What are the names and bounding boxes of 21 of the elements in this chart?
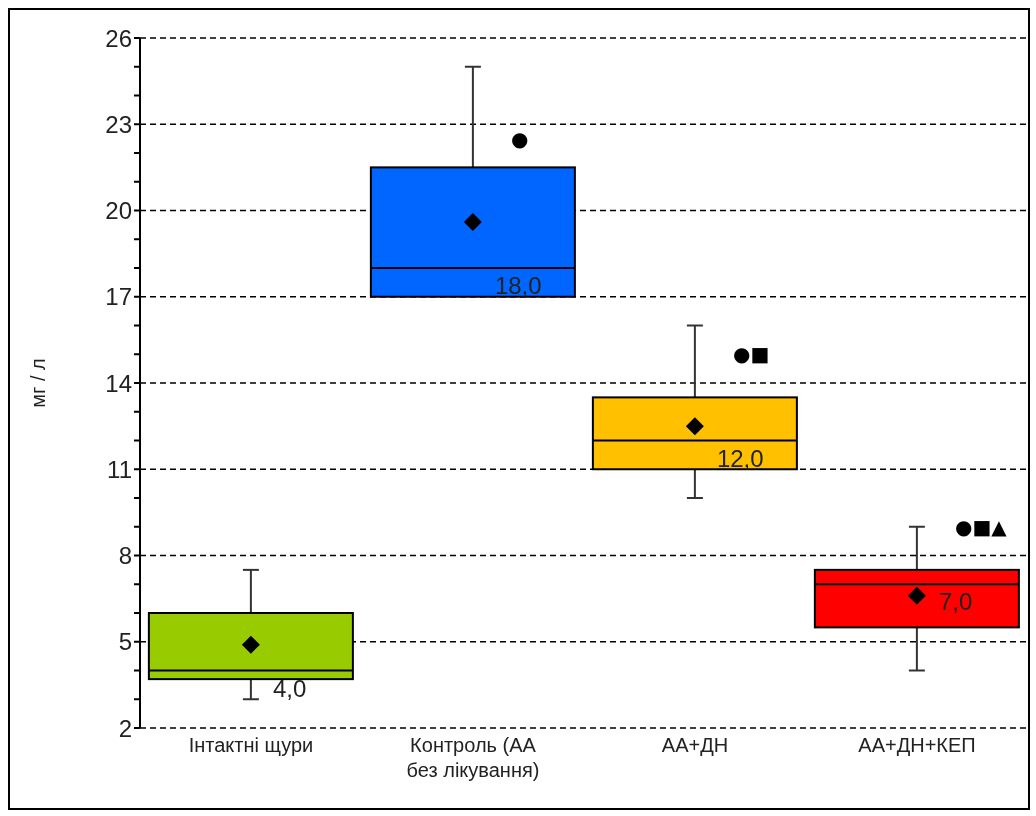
x-tick-label: Контроль (АА без лікування) (406, 734, 540, 781)
text: 12,0 (716, 444, 764, 472)
x-tick-label: Інтактні щури (188, 734, 314, 756)
x-tick-label: АА+ДН+КЕП (858, 734, 976, 756)
annotation: ● (511, 126, 529, 151)
y-axis-title: мг / л (27, 358, 50, 408)
text: 4,0 (272, 674, 307, 702)
y-tick-label: 26 (105, 24, 132, 52)
y-tick-label: 8 (118, 542, 132, 570)
y-tick-label: 23 (105, 110, 132, 138)
y-tick-label: 5 (118, 628, 132, 656)
annotation: ●■▲ (955, 514, 1008, 539)
annotation: ●■ (733, 342, 770, 367)
x-tick-label: АА+ДН (661, 734, 729, 756)
text: 18,0 (494, 272, 542, 299)
y-tick-label: 14 (105, 369, 132, 397)
text: 7,0 (938, 588, 973, 616)
y-tick-label: 17 (105, 283, 132, 311)
y-tick-label: 2 (118, 714, 132, 742)
y-tick-label: 11 (107, 455, 132, 483)
y-tick-label: 20 (105, 197, 132, 225)
